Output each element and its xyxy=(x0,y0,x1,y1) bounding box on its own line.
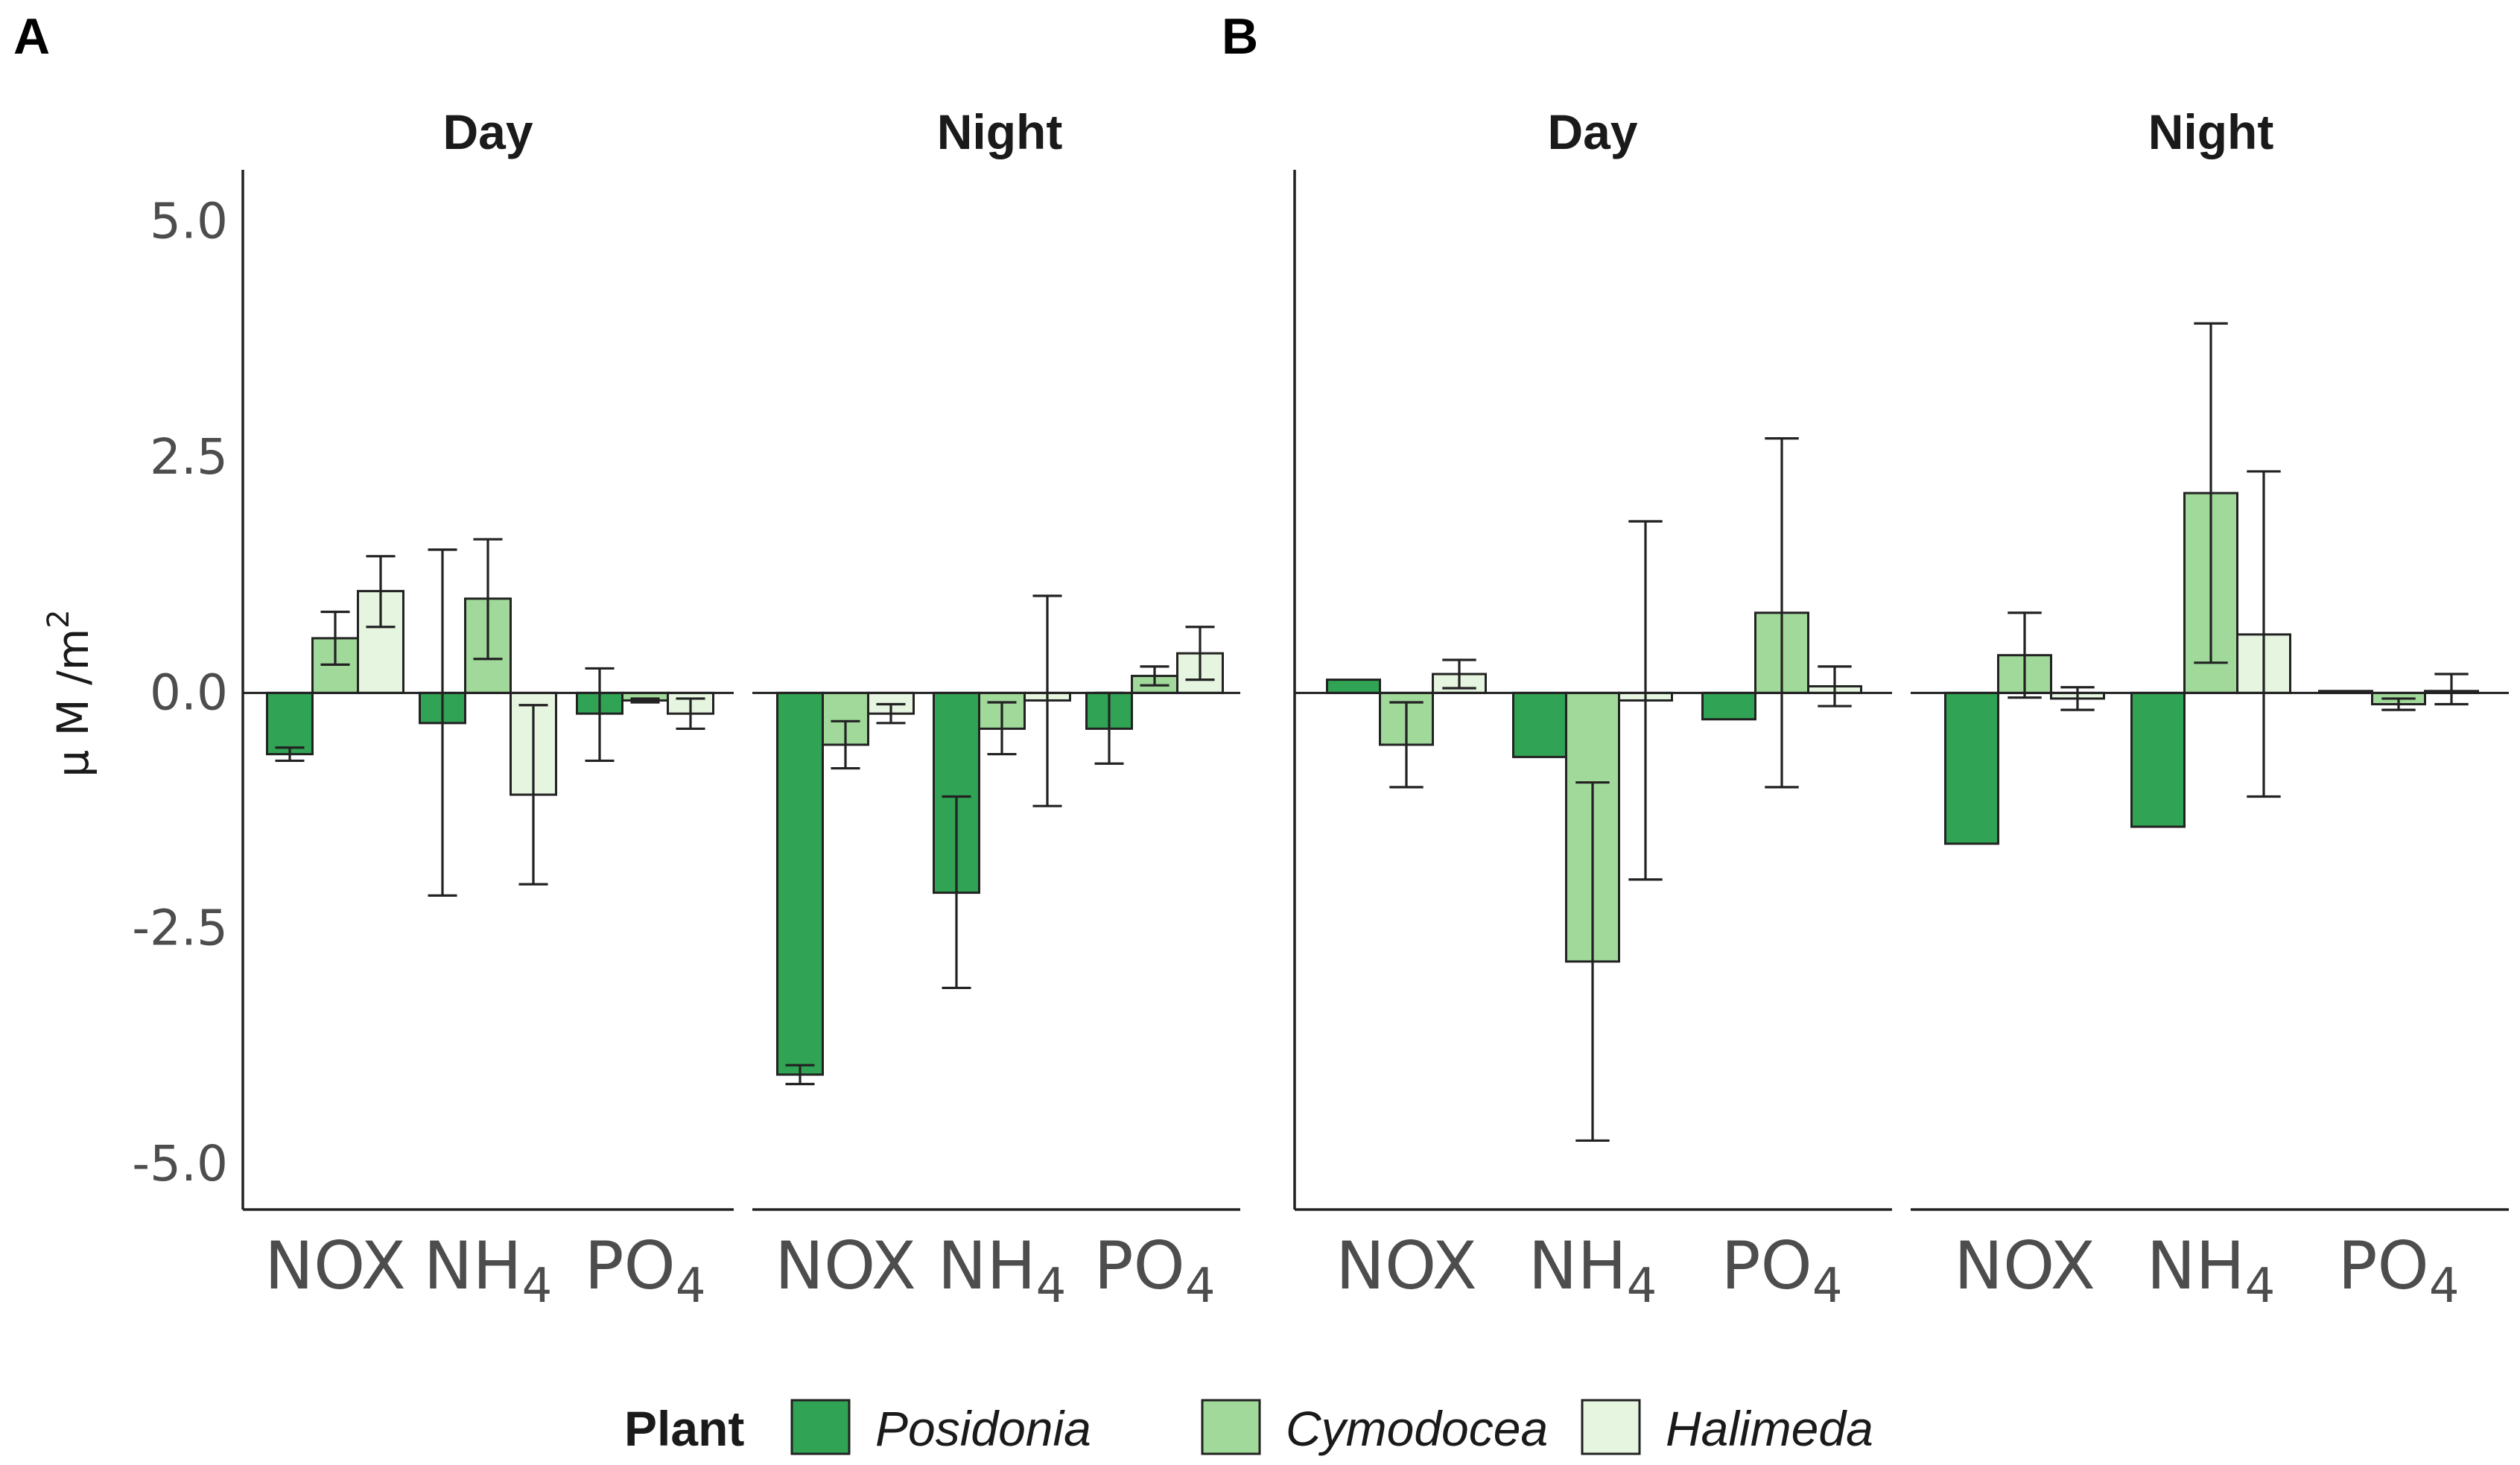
bar-posidonia-nh4 xyxy=(2130,691,2186,828)
x-tick-label: PO4 xyxy=(584,1227,705,1314)
legend-key xyxy=(1201,1399,1261,1455)
legend-item-posidonia: Posidonia xyxy=(790,1399,1091,1456)
error-bar xyxy=(320,610,350,666)
error-bar xyxy=(473,538,503,661)
x-tick-label: NOX xyxy=(1954,1227,2095,1304)
bar-posidonia-nh4 xyxy=(1512,691,1567,758)
legend-label: Posidonia xyxy=(875,1401,1091,1456)
bar-posidonia-nox xyxy=(1326,679,1381,694)
error-bar xyxy=(366,555,396,629)
error-bar xyxy=(876,702,906,725)
bar-posidonia-nox xyxy=(1944,691,1999,845)
error-bar xyxy=(2434,673,2469,706)
legend-key xyxy=(1581,1399,1641,1455)
facet-title: Day xyxy=(1547,104,1637,159)
panel-label-a: A xyxy=(13,8,50,65)
legend-item-cymodocea: Cymodocea xyxy=(1201,1399,1548,1456)
error-bar xyxy=(1185,626,1215,681)
error-bar xyxy=(1818,665,1852,708)
legend-key xyxy=(790,1399,851,1455)
x-tick-label: PO4 xyxy=(2337,1227,2459,1314)
x-tick-label: NH4 xyxy=(424,1227,553,1314)
y-tick-label: -2.5 xyxy=(132,900,228,957)
bar-posidonia-po4 xyxy=(1701,691,1756,721)
error-bar xyxy=(1442,658,1476,690)
error-bar xyxy=(785,1064,815,1086)
legend: Plant Posidonia Cymodocea Halimeda xyxy=(624,1399,1873,1456)
error-bar xyxy=(1575,781,1610,1143)
error-bar xyxy=(1094,691,1124,765)
legend-title: Plant xyxy=(624,1401,744,1456)
y-tick-label: 0.0 xyxy=(150,664,228,721)
x-tick-label: NH4 xyxy=(2147,1227,2276,1314)
x-tick-label: NOX xyxy=(1336,1227,1477,1304)
error-bar xyxy=(2008,611,2042,699)
legend-label: Halimeda xyxy=(1666,1401,1873,1456)
bar-posidonia-nox xyxy=(776,691,824,1076)
error-bar xyxy=(942,795,971,990)
error-bar xyxy=(987,701,1017,756)
y-tick-label: 5.0 xyxy=(150,193,228,250)
error-bar xyxy=(1628,520,1663,881)
error-bar xyxy=(2247,470,2281,798)
error-bar xyxy=(2060,686,2095,711)
facet-title: Day xyxy=(442,104,533,159)
error-bar xyxy=(1765,437,1799,789)
error-bar xyxy=(2381,697,2416,711)
facet-night: Night NOX NH4 PO4 xyxy=(1911,104,2509,1314)
panel-label-b: B xyxy=(1222,8,1258,65)
error-bar xyxy=(2194,322,2228,664)
error-bar xyxy=(275,746,305,763)
error-bar xyxy=(630,697,660,704)
facet-title: Night xyxy=(937,104,1063,159)
legend-label: Cymodocea xyxy=(1286,1401,1548,1456)
x-tick-label: NOX xyxy=(264,1227,406,1304)
x-tick-label: PO4 xyxy=(1721,1227,1842,1314)
facet-night: Night NOX NH4 PO4 xyxy=(752,104,1240,1314)
legend-item-halimeda: Halimeda xyxy=(1581,1399,1873,1456)
y-tick-label: 2.5 xyxy=(150,428,228,486)
panel-b: B Day NOX NH4 PO4 Night NOX NH4 PO4 xyxy=(1222,8,2509,1314)
error-bar xyxy=(518,704,548,886)
facet-day: Day NOX NH4 PO4 xyxy=(1295,104,1892,1314)
y-axis-label: μ M /m2 xyxy=(42,609,98,777)
error-bar xyxy=(676,697,705,731)
facet-day: Day NOX NH4 PO4 xyxy=(243,104,734,1314)
y-tick-label: -5.0 xyxy=(132,1135,228,1192)
error-bar xyxy=(1389,701,1424,789)
x-tick-label: NOX xyxy=(775,1227,916,1304)
error-bar xyxy=(585,667,615,763)
y-axis-label-text: μ M /m2 xyxy=(42,609,98,777)
error-bar xyxy=(831,719,860,770)
bar-posidonia-nox xyxy=(266,691,314,756)
x-tick-label: NH4 xyxy=(1529,1227,1657,1314)
x-tick-label: PO4 xyxy=(1094,1227,1215,1314)
facet-title: Night xyxy=(2148,104,2274,159)
error-bar xyxy=(1032,594,1062,807)
x-tick-label: NH4 xyxy=(938,1227,1067,1314)
error-bar xyxy=(428,548,457,897)
error-bar xyxy=(1140,665,1169,687)
